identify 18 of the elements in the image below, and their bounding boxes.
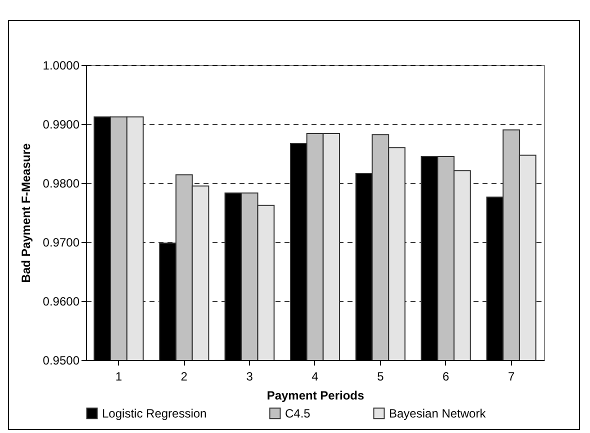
x-tick-label: 4 (312, 370, 319, 384)
x-tick-label: 6 (442, 370, 450, 384)
x-tick-label: 2 (180, 370, 188, 384)
x-axis-title: Payment Periods (266, 388, 365, 402)
y-axis-title: Bad Payment F-Measure (18, 142, 33, 283)
y-tick-label: 0.9900 (42, 118, 80, 132)
legend-label: Bayesian Network (389, 406, 487, 420)
y-tick-label: 0.9600 (42, 294, 80, 308)
x-tick-label: 7 (508, 370, 515, 384)
y-tick-label: 1.0000 (42, 58, 80, 72)
legend-label: Logistic Regression (102, 406, 207, 420)
y-tick-label: 0.9500 (42, 354, 80, 368)
x-tick-label: 5 (377, 370, 384, 384)
x-tick-label: 1 (115, 370, 122, 384)
y-tick-label: 0.9700 (42, 236, 80, 250)
x-tick-label: 3 (246, 370, 254, 384)
legend-label: C4.5 (285, 406, 311, 420)
y-tick-label: 0.9800 (42, 176, 80, 190)
